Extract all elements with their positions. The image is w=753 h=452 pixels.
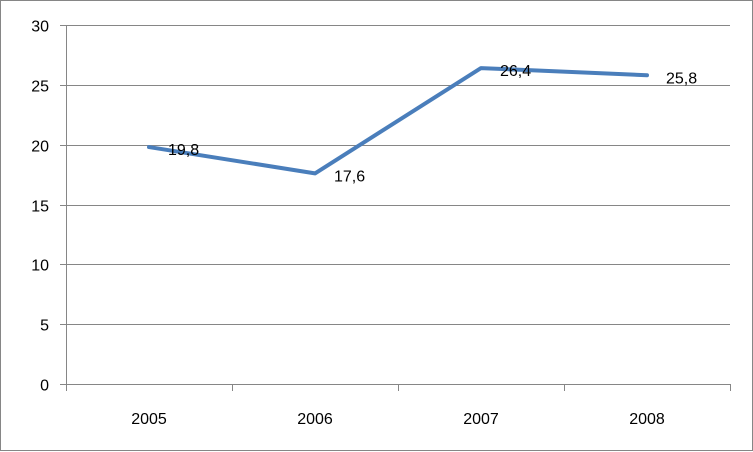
axes [60,25,731,391]
y-tick-label-5: 5 [40,318,49,335]
x-tick-label-2006: 2006 [297,411,333,428]
y-tick-label-0: 0 [40,378,49,395]
series [149,68,647,174]
x-tick-label-2007: 2007 [463,411,499,428]
gridlines [66,26,730,325]
y-tick-label-10: 10 [31,258,49,275]
x-tick-label-2005: 2005 [131,411,167,428]
series-line-0 [149,68,647,173]
data-labels: 19,8 17,6 26,4 25,8 [168,63,697,185]
data-label-2006: 17,6 [334,168,365,185]
data-label-2005: 19,8 [168,142,199,159]
y-tick-label-25: 25 [31,79,49,96]
y-tick-labels: 0 5 10 15 20 25 30 [31,19,49,395]
data-label-2007: 26,4 [500,63,531,80]
y-tick-label-15: 15 [31,199,49,216]
x-tick-labels: 2005 2006 2007 2008 [131,411,665,428]
y-tick-label-20: 20 [31,139,49,156]
x-tick-label-2008: 2008 [629,411,665,428]
y-tick-label-30: 30 [31,19,49,36]
data-label-2008: 25,8 [666,70,697,87]
